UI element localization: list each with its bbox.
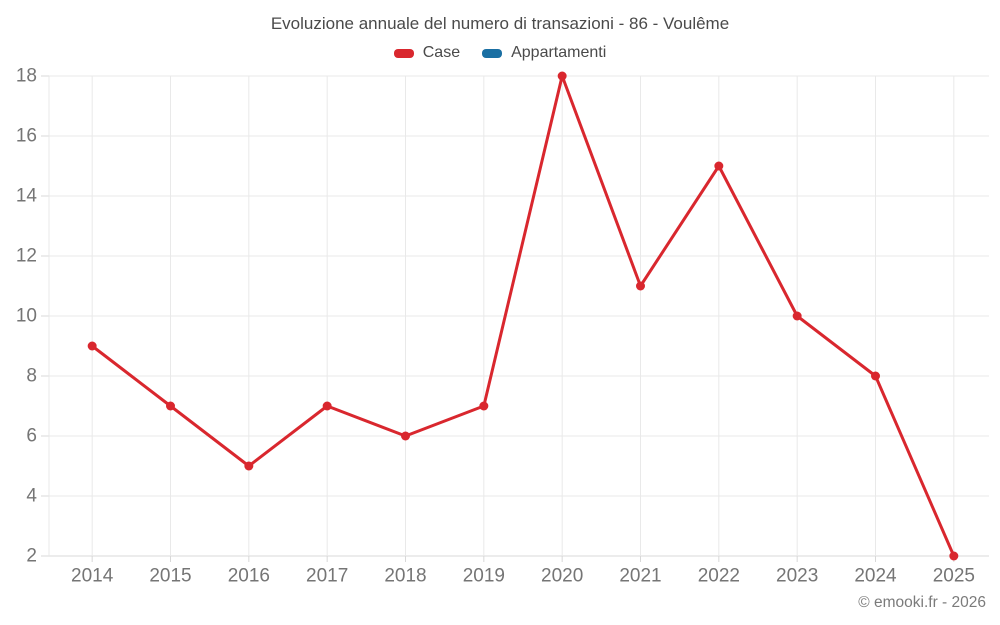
legend-swatch-case-icon bbox=[393, 48, 414, 58]
x-axis-label: 2022 bbox=[698, 566, 740, 587]
x-axis-label: 2018 bbox=[384, 566, 426, 587]
data-point-case-2024[interactable] bbox=[871, 371, 880, 381]
data-point-case-2015[interactable] bbox=[166, 401, 175, 411]
data-point-case-2021[interactable] bbox=[636, 281, 645, 291]
y-axis-label: 16 bbox=[16, 126, 37, 147]
y-axis-label: 18 bbox=[16, 66, 37, 87]
x-axis-label: 2021 bbox=[619, 566, 661, 587]
y-axis-label: 4 bbox=[26, 486, 37, 507]
chart-title: Evoluzione annuale del numero di transaz… bbox=[270, 14, 730, 33]
x-axis-label: 2024 bbox=[854, 566, 897, 587]
x-axis-label: 2016 bbox=[228, 566, 270, 587]
legend-label-appartamenti: Appartamenti bbox=[511, 44, 607, 61]
y-axis-label: 10 bbox=[16, 306, 37, 327]
data-point-case-2016[interactable] bbox=[244, 461, 254, 471]
x-axis-label: 2023 bbox=[776, 566, 818, 587]
x-axis-label: 2014 bbox=[71, 566, 114, 587]
y-axis-label: 14 bbox=[16, 186, 38, 207]
legend-swatch-appartamenti-icon bbox=[482, 48, 503, 58]
copyright-footer: © emooki.fr - 2026 bbox=[858, 594, 986, 611]
x-axis-label: 2017 bbox=[306, 566, 348, 587]
series-line-case bbox=[90, 74, 956, 558]
data-point-case-2020[interactable] bbox=[557, 71, 567, 81]
x-axis-label: 2025 bbox=[933, 566, 975, 587]
legend-item-case[interactable]: Case bbox=[393, 44, 461, 62]
x-axis-label: 2019 bbox=[463, 566, 505, 587]
data-point-case-2023[interactable] bbox=[792, 311, 802, 321]
y-axis-label: 2 bbox=[26, 546, 37, 567]
x-axis-label: 2015 bbox=[149, 566, 191, 587]
legend-item-appartamenti[interactable]: Appartamenti bbox=[482, 44, 606, 62]
data-point-case-2018[interactable] bbox=[401, 431, 410, 441]
y-axis-label: 8 bbox=[26, 366, 37, 387]
chart-legend: Case Appartamenti bbox=[0, 43, 1000, 63]
data-point-case-2014[interactable] bbox=[87, 341, 97, 351]
y-axis-label: 12 bbox=[16, 246, 37, 267]
x-axis-label: 2020 bbox=[541, 566, 583, 587]
data-point-case-2025[interactable] bbox=[949, 551, 959, 561]
y-axis-label: 6 bbox=[26, 426, 37, 447]
data-point-case-2022[interactable] bbox=[714, 161, 724, 171]
data-point-case-2017[interactable] bbox=[322, 401, 332, 411]
legend-label-case: Case bbox=[422, 44, 461, 61]
data-point-case-2019[interactable] bbox=[479, 401, 489, 411]
